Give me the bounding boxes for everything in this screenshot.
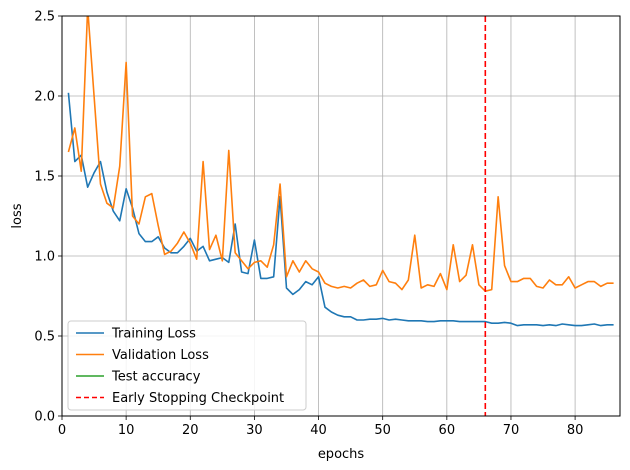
training-loss-line <box>67 92 614 327</box>
data-series <box>67 16 614 416</box>
legend-box <box>67 320 307 411</box>
y-axis-label: loss <box>10 203 25 228</box>
ticks: 0 10 20 30 40 50 60 70 80 0.0 0.5 1.0 1.5 2.0 2.5 <box>34 10 583 439</box>
y-tick-label: 0.0 <box>34 410 55 425</box>
plot-frame <box>61 15 621 417</box>
x-axis-label: epochs <box>318 447 365 462</box>
y-tick-label: 2.0 <box>34 90 55 105</box>
y-tick-label: 1.0 <box>34 250 55 265</box>
x-tick-label: 10 <box>118 423 135 438</box>
legend-label: Early Stopping Checkpoint <box>112 391 284 406</box>
x-tick-label: 0 <box>58 423 66 438</box>
x-tick-label: 20 <box>182 423 199 438</box>
x-tick-label: 70 <box>503 423 520 438</box>
x-tick-label: 30 <box>246 423 263 438</box>
legend-label: Training Loss <box>111 327 196 342</box>
y-tick-label: 1.5 <box>34 170 55 185</box>
x-tick-label: 80 <box>567 423 584 438</box>
legend-label: Validation Loss <box>112 348 209 363</box>
legend-label: Test accuracy <box>111 370 201 385</box>
validation-loss-line <box>67 16 614 293</box>
y-tick-label: 2.5 <box>34 10 55 25</box>
x-tick-label: 50 <box>374 423 391 438</box>
x-tick-label: 40 <box>310 423 327 438</box>
legend: Training Loss Validation Loss Test accurac… <box>67 320 307 411</box>
y-tick-label: 0.5 <box>34 330 55 345</box>
x-tick-label: 60 <box>439 423 456 438</box>
